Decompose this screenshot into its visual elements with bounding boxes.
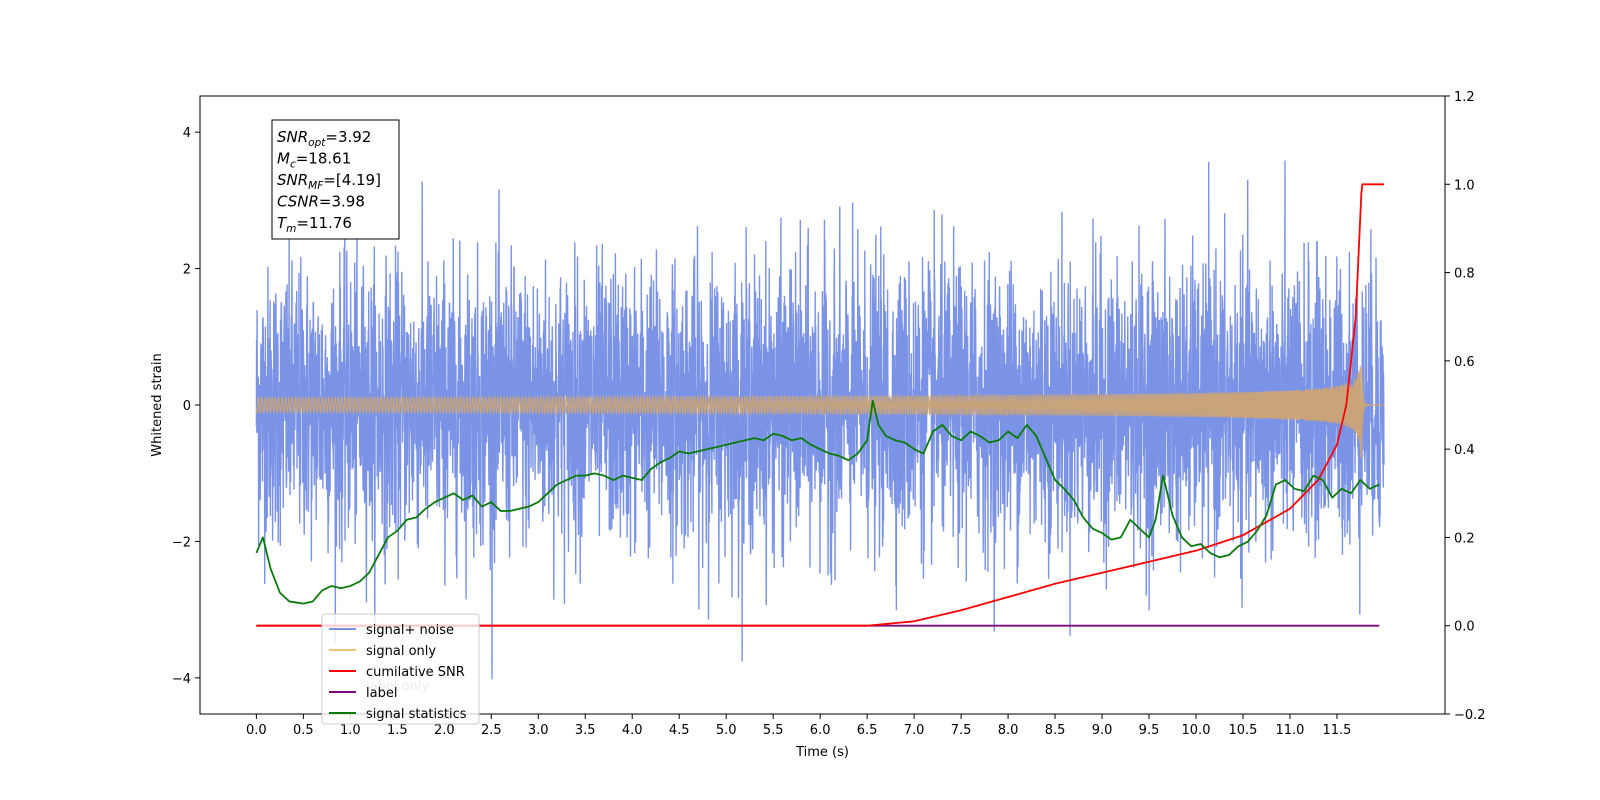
x-axis: 0.0 0.5 1.0 1.5 2.0 2.5 3.0 3.5 4.0 4.5 5.0 5.5 6.0 6… bbox=[246, 714, 1351, 738]
signal-statistics-line bbox=[255, 399, 1380, 605]
y-tick-label: 4 bbox=[183, 126, 191, 141]
stats-line: CSNR=3.98 bbox=[277, 193, 365, 211]
y-tick-label: −4 bbox=[172, 672, 191, 687]
stats-subscript: m bbox=[286, 223, 296, 235]
y2-tick-label: 1.0 bbox=[1454, 178, 1475, 193]
x-tick-label: 9.0 bbox=[1092, 723, 1113, 738]
y2-tick-label: 0.4 bbox=[1454, 443, 1475, 458]
stats-symbol: SNR bbox=[277, 128, 308, 146]
x-tick-label: 10.0 bbox=[1182, 723, 1211, 738]
stats-box: SNRopt=3.92Mc=18.61SNRMF=[4.19]CSNR=3.98… bbox=[271, 119, 400, 240]
x-tick-label: 4.5 bbox=[669, 723, 690, 738]
stats-line: Tm=11.76 bbox=[277, 214, 352, 235]
x-tick-label: 2.5 bbox=[481, 723, 502, 738]
x-tick-label: 7.5 bbox=[951, 723, 972, 738]
stats-symbol: T bbox=[277, 214, 288, 232]
y-axis-right: 1.2 1.0 0.8 0.6 0.4 0.2 0.0 −0.2 bbox=[1445, 90, 1486, 723]
x-tick-label: 0.5 bbox=[293, 723, 314, 738]
x-tick-label: 0.0 bbox=[246, 723, 267, 738]
legend-label: cumilative SNR bbox=[366, 665, 465, 680]
cumulative-snr-series bbox=[256, 183, 1384, 627]
stats-value: =[4.19] bbox=[323, 171, 381, 189]
x-tick-label: 3.5 bbox=[575, 723, 596, 738]
signal-noise-series bbox=[255, 160, 1385, 680]
x-tick-label: 5.0 bbox=[716, 723, 737, 738]
signal-only-line bbox=[255, 365, 1384, 458]
stats-subscript: opt bbox=[308, 137, 326, 149]
stats-subscript: MF bbox=[308, 180, 324, 192]
x-tick-label: 1.5 bbox=[387, 723, 408, 738]
stats-symbol: CSNR bbox=[277, 193, 319, 211]
y-axis-left: 4 2 0 −2 −4 bbox=[172, 126, 200, 687]
x-tick-label: 8.5 bbox=[1045, 723, 1066, 738]
x-tick-label: 4.0 bbox=[622, 723, 643, 738]
stats-line: Mc=18.61 bbox=[277, 150, 351, 171]
y-tick-label: 2 bbox=[183, 263, 191, 278]
stats-value: =11.76 bbox=[296, 214, 352, 232]
stats-line: SNRopt=3.92 bbox=[277, 128, 371, 149]
y2-tick-label: 0.6 bbox=[1454, 355, 1475, 370]
legend-label: signal only bbox=[366, 644, 436, 659]
signal-statistics-series bbox=[255, 399, 1380, 605]
signal-only-series bbox=[255, 365, 1384, 458]
x-tick-label: 11.0 bbox=[1275, 723, 1304, 738]
cumulative-snr-line bbox=[256, 183, 1384, 627]
y-tick-label: −2 bbox=[172, 535, 191, 550]
legend-frame bbox=[321, 613, 480, 725]
x-tick-label: 8.0 bbox=[998, 723, 1019, 738]
y2-tick-label: 1.2 bbox=[1454, 90, 1475, 105]
y2-tick-label: 0.8 bbox=[1454, 267, 1475, 282]
stats-line: SNRMF=[4.19] bbox=[277, 171, 381, 192]
stats-subscript: c bbox=[290, 159, 296, 171]
x-tick-label: 11.5 bbox=[1322, 723, 1351, 738]
legend-label: signal statistics bbox=[366, 707, 467, 722]
x-tick-label: 1.0 bbox=[340, 723, 361, 738]
stats-symbol: SNR bbox=[277, 171, 308, 189]
x-tick-label: 2.0 bbox=[434, 723, 455, 738]
x-tick-label: 6.5 bbox=[857, 723, 878, 738]
x-tick-label: 7.0 bbox=[904, 723, 925, 738]
stats-value: =3.98 bbox=[319, 193, 365, 211]
x-tick-label: 6.0 bbox=[810, 723, 831, 738]
y-axis-label: Whitened strain bbox=[150, 353, 165, 456]
stats-value: =18.61 bbox=[296, 150, 352, 168]
stats-value: =3.92 bbox=[325, 128, 371, 146]
x-axis-label: Time (s) bbox=[795, 745, 849, 760]
y2-tick-label: 0.2 bbox=[1454, 531, 1475, 546]
x-tick-label: 9.5 bbox=[1139, 723, 1160, 738]
x-tick-label: 5.5 bbox=[763, 723, 784, 738]
x-tick-label: 10.5 bbox=[1229, 723, 1258, 738]
stats-box-frame bbox=[271, 119, 400, 240]
legend-label: label bbox=[366, 686, 397, 701]
signal-noise-line bbox=[255, 160, 1385, 680]
y2-tick-label: 0.0 bbox=[1454, 620, 1475, 635]
y2-tick-label: −0.2 bbox=[1454, 708, 1486, 723]
legend-label: signal+ noise bbox=[366, 623, 454, 638]
y-tick-label: 0 bbox=[183, 399, 191, 414]
x-tick-label: 3.0 bbox=[528, 723, 549, 738]
stats-symbol: M bbox=[277, 150, 290, 168]
